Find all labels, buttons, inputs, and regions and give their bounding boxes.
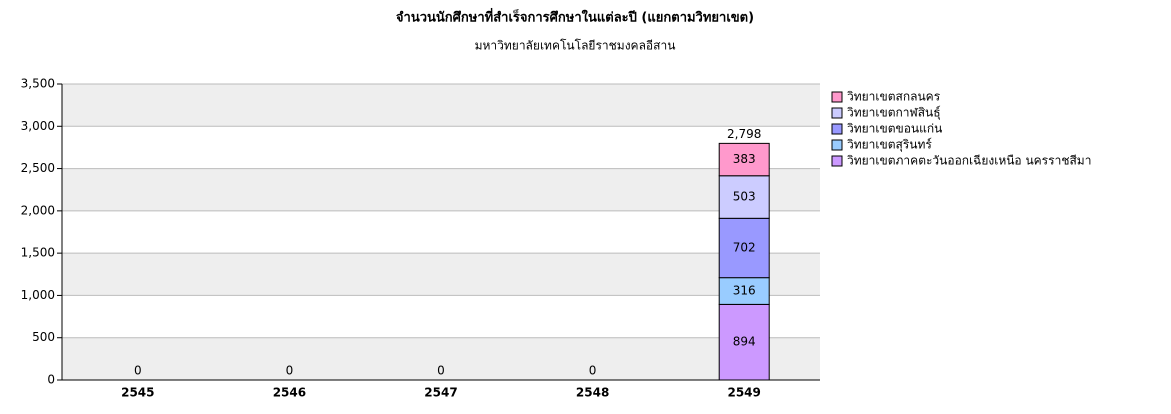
bar-segment [718, 277, 770, 305]
plot-band [62, 253, 820, 296]
x-tick-label: 2547 [424, 386, 457, 400]
chart-title: จำนวนนักศึกษาที่สำเร็จการศึกษาในแต่ละปี … [396, 8, 754, 26]
total-label: 0 [134, 364, 142, 378]
y-tick-label: 2,500 [21, 161, 55, 175]
y-tick-label: 3,500 [21, 77, 55, 91]
total-label: 0 [437, 364, 445, 378]
segment-label: 503 [733, 190, 756, 204]
y-tick-label: 0 [47, 373, 55, 387]
x-tick-label: 2548 [576, 386, 609, 400]
segment-label: 383 [733, 152, 756, 166]
y-tick-label: 1,500 [21, 246, 55, 260]
y-tick-label: 3,000 [21, 119, 55, 133]
x-tick-label: 2545 [121, 386, 154, 400]
total-label: 0 [286, 364, 294, 378]
segment-label: 702 [733, 240, 756, 254]
plot-band [62, 337, 820, 380]
plot-band [62, 126, 820, 169]
plot-band [62, 168, 820, 211]
legend-label: วิทยาเขตขอนแก่น [847, 122, 943, 136]
legend-swatch [831, 155, 843, 167]
legend-label: วิทยาเขตกาฬสินธุ์ [847, 106, 941, 121]
legend-label: วิทยาเขตภาคตะวันออกเฉียงเหนือ นครราชสีมา [847, 154, 1092, 168]
plot-band [62, 84, 820, 127]
bar-segment [718, 303, 770, 381]
y-tick-label: 2,000 [21, 203, 55, 217]
legend-swatch [831, 91, 843, 103]
segment-label: 316 [733, 284, 756, 298]
total-label: 2,798 [727, 127, 761, 141]
legend-swatch [831, 139, 843, 151]
bar-segment [718, 142, 770, 177]
legend-swatch [831, 107, 843, 119]
legend-swatch [831, 123, 843, 135]
total-label: 0 [589, 364, 597, 378]
segment-label: 894 [733, 335, 756, 349]
legend-label: วิทยาเขตสกลนคร [847, 90, 941, 104]
x-tick-label: 2549 [727, 386, 760, 400]
plot-band [62, 210, 820, 254]
y-tick-label: 1,000 [21, 288, 55, 302]
x-tick-label: 2546 [273, 386, 306, 400]
legend-label: วิทยาเขตสุรินทร์ [847, 138, 933, 153]
plot-band [62, 295, 820, 338]
chart-subtitle: มหาวิทยาลัยเทคโนโลยีราชมงคลอีสาน [475, 39, 676, 53]
y-tick-label: 500 [32, 330, 55, 344]
